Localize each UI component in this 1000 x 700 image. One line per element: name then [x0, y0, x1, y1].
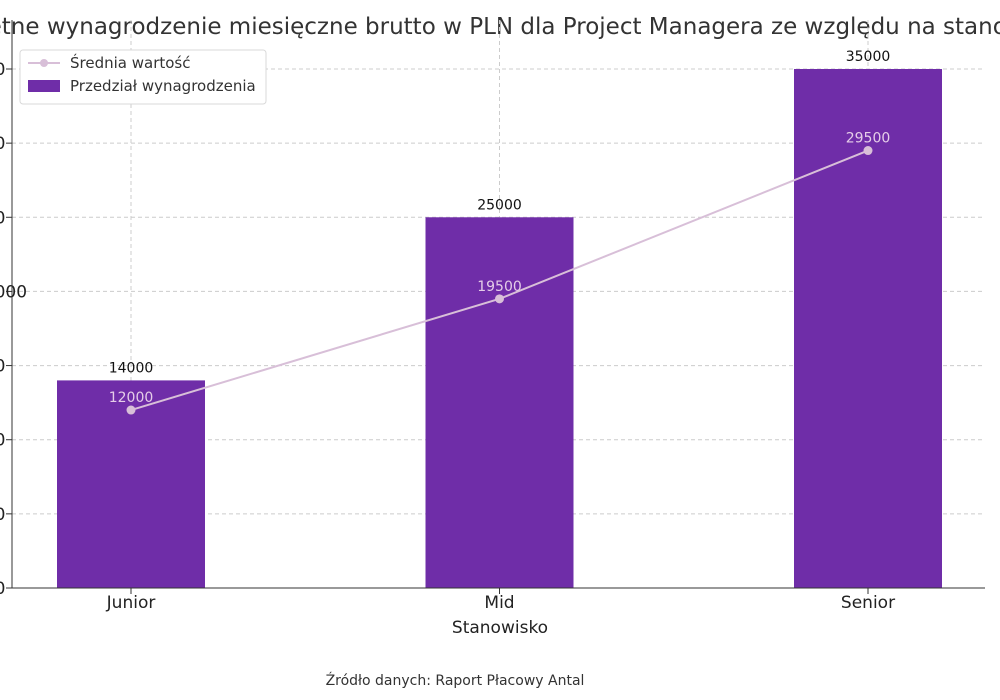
y-tick-label: 14000	[0, 282, 27, 302]
legend: Średnia wartość Przedział wynagrodzenia	[19, 49, 267, 105]
y-tick-label: 0	[0, 505, 5, 525]
y-tick-label: 0	[0, 134, 5, 154]
data-labels: 14000 25000 35000 12000 19500 29500	[109, 49, 891, 406]
bar	[425, 217, 574, 589]
bars	[57, 69, 942, 589]
x-tick-label: Junior	[106, 593, 156, 613]
y-tick-label: 0	[0, 579, 5, 599]
y-tick-label: 0	[0, 357, 5, 377]
y-tick-label: 0	[0, 208, 5, 228]
legend-label-range: Przedział wynagrodzenia	[70, 77, 256, 95]
y-tick-label: 0	[0, 60, 5, 80]
average-point	[863, 146, 873, 156]
y-tick-label: 0	[0, 431, 5, 451]
legend-bar-swatch	[28, 80, 60, 92]
average-line	[126, 146, 873, 415]
average-value-label: 19500	[477, 279, 522, 295]
bar-value-label: 35000	[846, 49, 891, 65]
average-value-label: 12000	[109, 390, 154, 406]
bar	[794, 69, 942, 588]
bar-value-label: 25000	[477, 197, 522, 213]
bar	[57, 380, 205, 588]
legend-frame	[19, 49, 267, 105]
legend-label-average: Średnia wartość	[70, 53, 191, 72]
average-point	[495, 294, 504, 304]
average-value-label: 29500	[846, 131, 891, 147]
x-tick-label: Mid	[484, 593, 514, 613]
x-axis-label: Stanowisko	[452, 618, 548, 638]
x-tick-label: Senior	[841, 593, 895, 613]
bar-value-label: 14000	[109, 360, 154, 376]
legend-line-marker	[40, 59, 48, 67]
axes: 0 0 0 0 14000 0 0 0 Junior Mid Senior	[0, 20, 985, 613]
average-point	[126, 405, 136, 415]
source-note: Źródło danych: Raport Płacowy Antal	[326, 671, 585, 689]
